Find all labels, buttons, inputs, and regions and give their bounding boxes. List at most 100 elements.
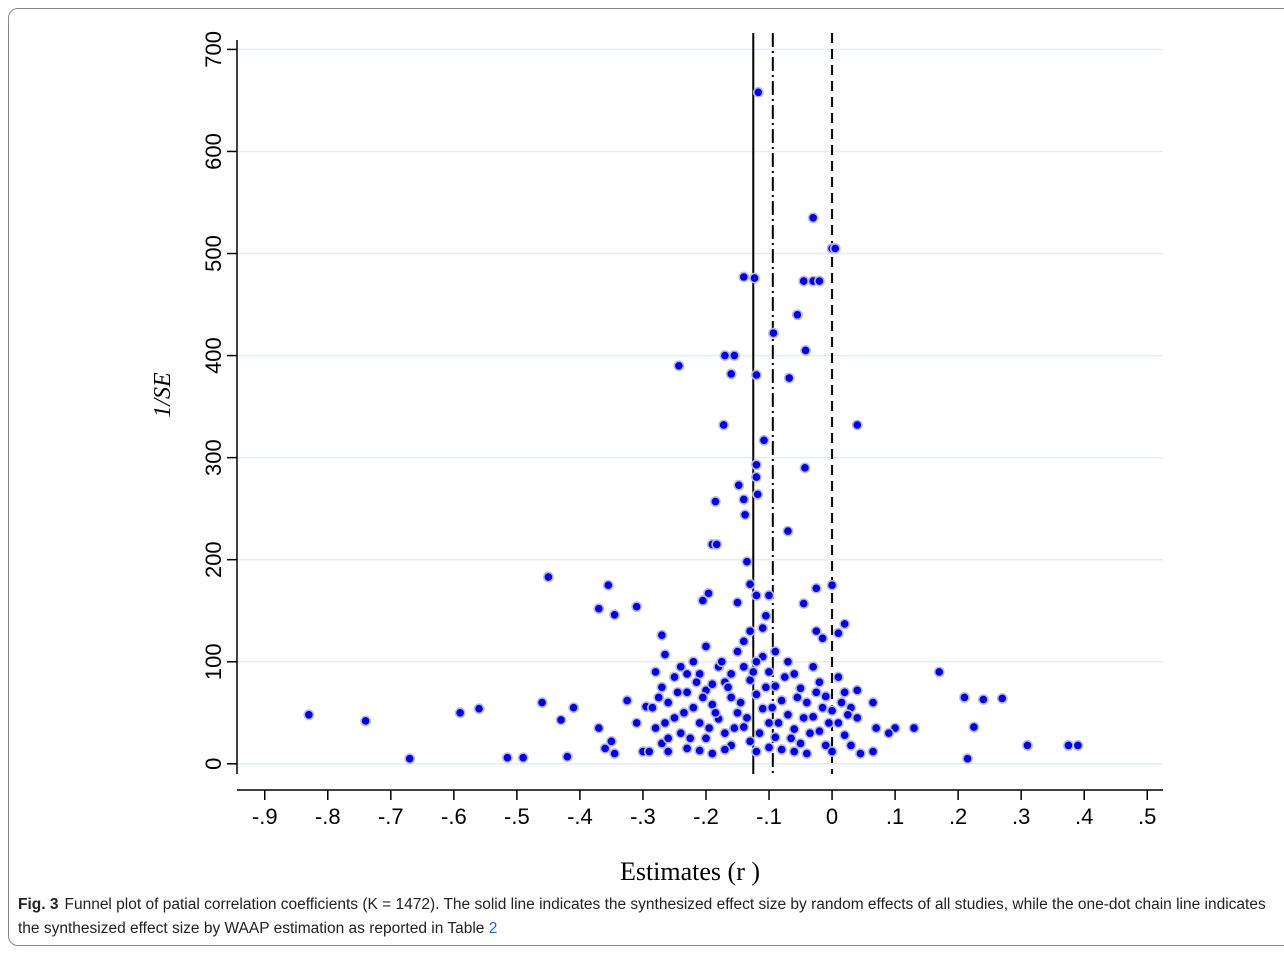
point [631, 717, 643, 729]
point [684, 732, 696, 744]
point [678, 707, 690, 719]
point [798, 275, 810, 287]
point [752, 488, 764, 500]
point [820, 691, 832, 702]
point [763, 742, 775, 753]
point [599, 743, 611, 754]
point [360, 715, 371, 727]
point [738, 721, 750, 733]
point [768, 327, 779, 339]
point [769, 731, 781, 743]
point [703, 587, 714, 599]
point [810, 686, 822, 698]
x-tick-label: .5 [1138, 804, 1156, 829]
point [673, 360, 685, 372]
point [593, 603, 605, 615]
point [706, 748, 718, 759]
point [621, 695, 633, 706]
point [832, 627, 844, 639]
point [1022, 740, 1033, 751]
y-tick-label: 200 [201, 541, 226, 578]
point [647, 702, 658, 714]
point [662, 732, 674, 744]
point [725, 368, 737, 380]
point [703, 722, 715, 734]
point [826, 746, 838, 757]
point [791, 309, 803, 321]
point [710, 707, 721, 719]
point [741, 556, 753, 568]
point [719, 727, 731, 739]
point [568, 702, 580, 714]
caption-label: Fig. 3 [18, 896, 59, 913]
point [799, 462, 811, 474]
point [728, 722, 740, 734]
x-tick-label: .1 [886, 804, 904, 829]
point [687, 656, 699, 668]
x-tick-label: -.8 [315, 804, 341, 829]
point [744, 578, 756, 590]
point [763, 717, 775, 729]
point [867, 697, 879, 708]
point [700, 641, 712, 652]
frame [8, 8, 1284, 946]
point [697, 595, 709, 606]
point [691, 676, 702, 688]
point [659, 717, 671, 729]
point [814, 725, 825, 737]
point [826, 579, 838, 591]
y-tick-label: 0 [201, 758, 226, 770]
point [810, 582, 822, 594]
point [758, 434, 770, 446]
caption-text: Funnel plot of patial correlation coeffi… [18, 896, 1266, 937]
point [609, 748, 620, 759]
point [788, 723, 800, 735]
x-tick-label: .4 [1075, 804, 1093, 829]
point [681, 668, 693, 680]
point [739, 509, 751, 521]
x-tick-label: .2 [949, 804, 967, 829]
point [706, 678, 718, 690]
point [747, 666, 759, 678]
point [996, 693, 1008, 704]
point [788, 668, 800, 680]
point [722, 681, 734, 693]
point [662, 697, 674, 708]
point [800, 345, 811, 356]
point [839, 686, 851, 698]
point [728, 350, 740, 361]
caption: Fig. 3 Funnel plot of patial correlation … [18, 893, 1268, 941]
point [804, 727, 816, 739]
point [962, 753, 973, 765]
caption-link[interactable]: 2 [488, 920, 498, 937]
x-axis-title: Estimates (r ) [620, 857, 760, 886]
chart: 1/SE Estimates (r ) 0 100 200 300 400 500 600 7… [150, 31, 1163, 886]
point [763, 590, 775, 601]
point [542, 571, 554, 583]
point [817, 702, 829, 714]
point [908, 722, 920, 734]
x-tick-label: -.9 [252, 804, 278, 829]
x-tick-label: -.5 [504, 804, 530, 829]
point [782, 525, 794, 537]
point [851, 684, 863, 696]
x-tick-label: -.6 [441, 804, 467, 829]
y-tick-label: 500 [201, 235, 226, 272]
point [845, 740, 857, 751]
point [631, 601, 643, 613]
point [751, 459, 762, 471]
point [801, 697, 813, 708]
point [751, 590, 762, 601]
point [807, 661, 819, 673]
point [752, 86, 764, 98]
point [454, 707, 466, 719]
point [754, 727, 765, 739]
point [517, 752, 529, 764]
point [807, 711, 819, 723]
point [732, 707, 743, 719]
point [751, 688, 762, 700]
point [782, 709, 794, 721]
point [779, 671, 791, 683]
point [851, 419, 863, 431]
